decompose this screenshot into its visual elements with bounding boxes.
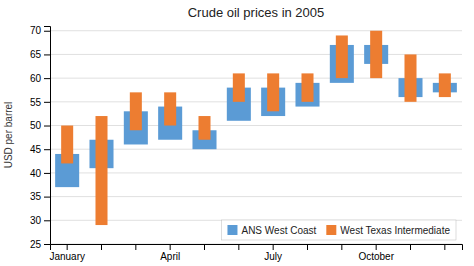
y-tick-label: 55: [30, 97, 42, 108]
range-bar: [439, 73, 451, 97]
legend-label: West Texas Intermediate: [340, 225, 450, 236]
y-tick-mark: [44, 220, 50, 221]
x-tick-label: October: [358, 251, 394, 262]
x-tick: [307, 244, 308, 250]
y-tick: 50: [30, 120, 50, 131]
x-tick-label: January: [49, 251, 85, 262]
x-tick-mark: [238, 244, 239, 250]
x-axis-line: [51, 245, 463, 251]
grid-line: [50, 101, 462, 102]
x-tick-mark: [444, 244, 445, 250]
grid-line: [50, 30, 462, 31]
x-tick: July: [264, 244, 282, 262]
x-tick: January: [49, 244, 85, 262]
range-bar: [404, 54, 416, 101]
y-tick-mark: [44, 244, 50, 245]
x-tick-label: July: [264, 251, 282, 262]
y-tick-label: 50: [30, 120, 42, 131]
range-bar: [301, 73, 313, 101]
grid: [50, 31, 462, 244]
x-tick-mark: [376, 244, 377, 250]
legend-label: ANS West Coast: [241, 225, 316, 236]
y-tick-label: 30: [30, 215, 42, 226]
x-tick: [101, 244, 102, 250]
y-tick-label: 70: [30, 25, 42, 36]
range-bar: [61, 126, 73, 164]
x-tick-mark: [101, 244, 102, 250]
bars: [55, 31, 457, 225]
range-bar: [370, 31, 382, 78]
grid-line: [50, 125, 462, 126]
x-tick: [135, 244, 136, 250]
y-tick-mark: [44, 102, 50, 103]
x-tick: [410, 244, 411, 250]
x-tick-mark: [307, 244, 308, 250]
x-tick-mark: [204, 244, 205, 250]
x-tick: April: [160, 244, 180, 262]
grid-line: [50, 172, 462, 173]
x-tick: October: [358, 244, 394, 262]
x-tick: [238, 244, 239, 250]
title: Crude oil prices in 2005: [188, 5, 325, 20]
chart: 25 30 35 40 45 50 55 60 65 70 January April July Octo…: [0, 0, 474, 266]
y-tick: 35: [30, 191, 50, 202]
x-axis: January April July October: [49, 244, 462, 262]
range-bar: [336, 35, 348, 78]
y-axis-line: [44, 27, 51, 245]
y-tick-mark: [44, 126, 50, 127]
y-tick: 55: [30, 97, 50, 108]
y-tick-label: 35: [30, 191, 42, 202]
y-tick-label: 25: [30, 239, 42, 250]
x-tick-mark: [67, 244, 68, 250]
y-tick: 30: [30, 215, 50, 226]
y-tick-mark: [44, 149, 50, 150]
y-tick-label: 45: [30, 144, 42, 155]
y-tick: 25: [30, 239, 50, 250]
y-tick-label: 65: [30, 49, 42, 60]
y-tick: 45: [30, 144, 50, 155]
x-tick-mark: [341, 244, 342, 250]
y-tick-label: 60: [30, 73, 42, 84]
x-tick: [204, 244, 205, 250]
y-tick-mark: [44, 197, 50, 198]
legend-frame: [221, 220, 456, 240]
range-bar: [198, 116, 210, 140]
y-tick: 65: [30, 49, 50, 60]
y-tick: 60: [30, 73, 50, 84]
range-bar: [233, 73, 245, 101]
legend-swatch: [326, 225, 336, 235]
x-tick: [444, 244, 445, 250]
range-bar: [267, 73, 279, 111]
y-tick-mark: [44, 54, 50, 55]
y-axis: 25 30 35 40 45 50 55 60 65 70: [30, 25, 51, 249]
y-tick: 70: [30, 25, 50, 36]
grid-line: [50, 54, 462, 55]
grid-line: [50, 196, 462, 197]
y-axis-title: USD per barrel: [3, 102, 14, 169]
y-tick-label: 40: [30, 168, 42, 179]
legend-swatch: [227, 225, 237, 235]
y-tick: 40: [30, 168, 50, 179]
y-tick-mark: [44, 31, 50, 32]
range-bar: [164, 92, 176, 125]
x-tick-mark: [273, 244, 274, 250]
range-bar: [95, 116, 107, 225]
x-tick: [341, 244, 342, 250]
y-tick-mark: [44, 78, 50, 79]
range-bar: [130, 92, 142, 130]
x-tick-mark: [410, 244, 411, 250]
x-tick-mark: [135, 244, 136, 250]
y-tick-mark: [44, 173, 50, 174]
x-tick-mark: [170, 244, 171, 250]
x-tick-label: April: [160, 251, 180, 262]
legend: ANS West Coast West Texas Intermediate: [221, 220, 456, 240]
